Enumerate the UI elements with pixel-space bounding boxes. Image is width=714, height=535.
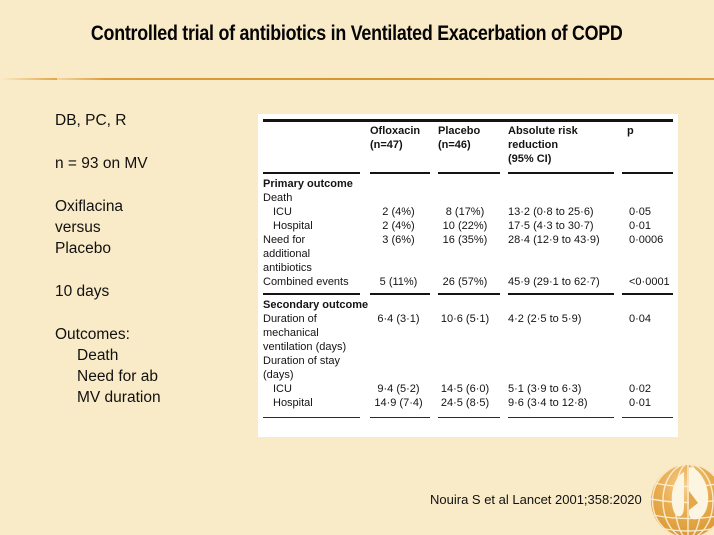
- header-ofloxacin: Ofloxacin (n=47): [370, 125, 421, 151]
- citation-text: Nouira S et al Lancet 2001;358:2020: [430, 492, 642, 507]
- page-title: Controlled trial of antibiotics in Venti…: [0, 22, 714, 46]
- table-row: Hospital 2 (4%) 10 (22%) 17·5 (4·3 to 30…: [263, 219, 673, 233]
- note-sample-size: n = 93 on MV: [55, 155, 148, 172]
- header-p: p: [627, 125, 634, 137]
- note-drug: Oxiflacina: [55, 198, 124, 215]
- table-bottom-rule: [263, 417, 673, 418]
- primary-outcome-title: Primary outcome: [263, 178, 353, 190]
- cell-label: Duration of stay (days): [263, 355, 341, 381]
- cell-label: ICU: [273, 206, 292, 218]
- globe-lungs-icon: [651, 464, 714, 535]
- header-placebo: Placebo (n=46): [438, 125, 481, 151]
- globe-lungs-logo: [651, 463, 714, 535]
- header-arr: Absolute risk reduction (95% CI): [508, 125, 578, 165]
- table-top-rule: [263, 119, 673, 122]
- cell-label: Hospital: [273, 220, 313, 232]
- table-row: Duration of mechanical ventilation (days…: [263, 313, 652, 353]
- secondary-outcome-title: Secondary outcome: [263, 299, 369, 311]
- section-divider: [263, 293, 673, 295]
- note-design: DB, PC, R: [55, 112, 127, 129]
- section-title-row: Secondary outcome: [263, 298, 673, 312]
- note-versus: versus: [55, 219, 101, 236]
- cell-label: Hospital: [273, 397, 313, 409]
- table-row: ICU 2 (4%) 8 (17%) 13·2 (0·8 to 25·6) 0·…: [263, 205, 673, 219]
- cell-label: Need for additional antibiotics: [263, 234, 312, 274]
- note-duration: 10 days: [55, 283, 110, 300]
- table-row: ICU 9·4 (5·2) 14·5 (6·0) 5·1 (3·9 to 6·3…: [263, 382, 673, 396]
- table-row: Need for additional antibiotics 3 (6%) 1…: [263, 234, 664, 274]
- table-row: Hospital 14·9 (7·4) 24·5 (8·5) 9·6 (3·4 …: [263, 396, 673, 410]
- table-row: Death: [263, 191, 673, 205]
- cell-label: Death: [263, 192, 293, 204]
- note-placebo: Placebo: [55, 240, 112, 257]
- cell-label: Duration of mechanical ventilation (days…: [263, 313, 347, 353]
- slide-title-text: Controlled trial of antibiotics in Venti…: [91, 22, 623, 45]
- note-outcomes: Outcomes:: [55, 326, 130, 343]
- note-outcome-ab: Need for ab: [77, 368, 158, 385]
- table-row: Duration of stay (days): [263, 354, 673, 382]
- table-header-row: Ofloxacin (n=47) Placebo (n=46) Absolute…: [263, 124, 673, 166]
- results-table: Ofloxacin (n=47) Placebo (n=46) Absolute…: [258, 114, 678, 437]
- note-outcome-death: Death: [77, 347, 119, 364]
- study-notes: DB, PC, R n = 93 on MV Oxiflacina versus…: [55, 110, 161, 408]
- header-underline: [263, 172, 673, 174]
- cell-label: ICU: [273, 383, 292, 395]
- cell-label: Combined events: [263, 276, 349, 288]
- section-title-row: Primary outcome: [263, 177, 673, 191]
- title-divider: [0, 78, 714, 80]
- table-row: Combined events 5 (11%) 26 (57%) 45·9 (2…: [263, 276, 670, 288]
- header-label: [263, 124, 367, 138]
- note-outcome-mv: MV duration: [77, 389, 161, 406]
